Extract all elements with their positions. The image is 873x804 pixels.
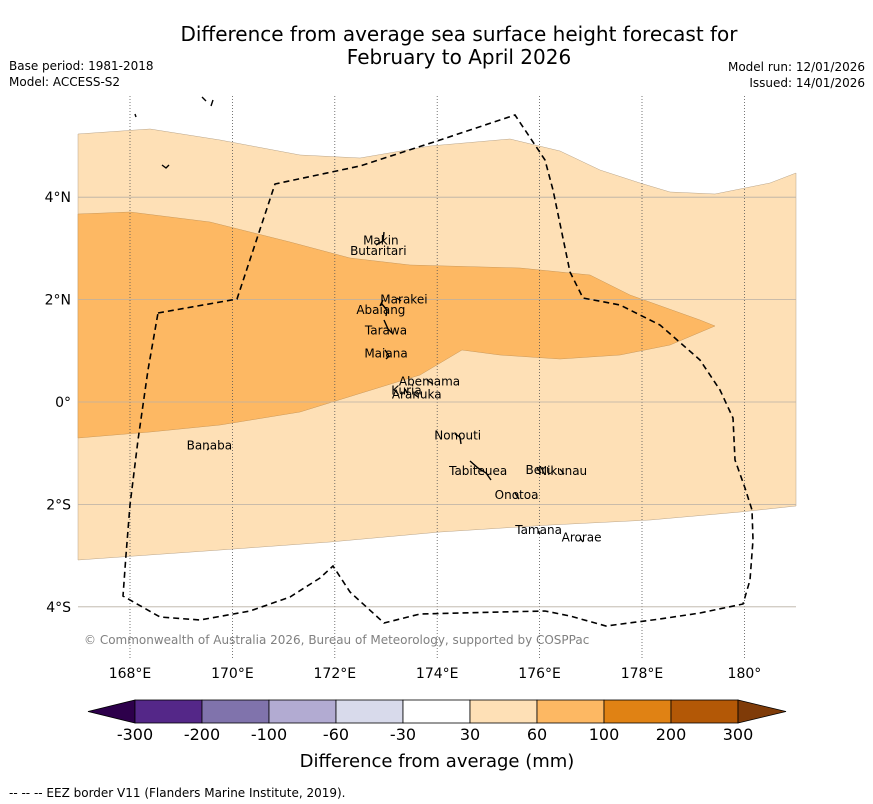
island-label: Banaba — [187, 439, 233, 453]
lat-tick-label: 4°N — [45, 190, 71, 206]
title-line-2: February to April 2026 — [347, 45, 571, 69]
island-label: Kuria — [391, 384, 422, 398]
colorbar: -300 -200 -100 -60 -30 30 60 100 200 300 — [87, 699, 787, 744]
island-label: Beru — [526, 463, 554, 477]
lat-tick-label: 2°N — [45, 293, 71, 309]
lon-tick-label: 172°E — [314, 666, 357, 682]
island-label: Arorae — [562, 531, 602, 545]
lon-tick-label: 176°E — [518, 666, 561, 682]
colorbar-tick-label: 100 — [589, 725, 620, 744]
colorbar-tick-label: 200 — [656, 725, 687, 744]
island-label: Nonouti — [434, 428, 481, 442]
colorbar-tick-label: -200 — [184, 725, 220, 744]
latitude-labels: 4°N 2°N 0° 2°S 4°S — [45, 190, 72, 616]
island-label: Maiana — [364, 346, 407, 360]
colorbar-segment — [268, 699, 337, 724]
colorbar-label: Difference from average (mm) — [300, 751, 575, 772]
colorbar-segment — [670, 699, 739, 724]
island-label: Nikunau — [538, 464, 587, 478]
anomaly-region-60-100 — [77, 211, 716, 439]
lon-tick-label: 168°E — [109, 666, 152, 682]
lon-tick-label: 178°E — [621, 666, 664, 682]
base-period: Base period: 1981-2018 — [9, 59, 154, 73]
island-label: Tamana — [514, 523, 562, 537]
title-line-1: Difference from average sea surface heig… — [180, 22, 738, 46]
model-name: Model: ACCESS-S2 — [9, 75, 120, 89]
island-label: Abemama — [399, 375, 460, 389]
colorbar-segment — [469, 699, 538, 724]
colorbar-tick-label: 30 — [460, 725, 480, 744]
colorbar-tick-label: -100 — [251, 725, 287, 744]
issued-date: Issued: 14/01/2026 — [749, 76, 865, 90]
gridlines — [78, 96, 796, 660]
lon-tick-label: 170°E — [211, 666, 254, 682]
coastline-marks — [134, 96, 584, 543]
island-label: Abaiang — [356, 303, 405, 317]
colorbar-segment — [201, 699, 270, 724]
eez-legend: -- -- -- EEZ border V11 (Flanders Marine… — [9, 786, 346, 800]
island-label: Aranuka — [392, 387, 442, 401]
longitude-labels: 168°E 170°E 172°E 174°E 176°E 178°E 180° — [109, 666, 762, 682]
colorbar-tick-label: -300 — [117, 725, 153, 744]
colorbar-tick-label: 300 — [723, 725, 754, 744]
colorbar-segment — [134, 699, 203, 724]
copyright-text: © Commonwealth of Australia 2026, Bureau… — [84, 633, 589, 647]
colorbar-segment — [603, 699, 672, 724]
island-label: Tarawa — [364, 323, 407, 337]
lat-tick-label: 0° — [55, 395, 71, 411]
lat-tick-label: 4°S — [46, 600, 71, 616]
eez-border — [122, 114, 754, 627]
island-label: Butaritari — [350, 244, 407, 258]
colorbar-segment — [402, 699, 471, 724]
lon-tick-label: 180° — [728, 666, 762, 682]
colorbar-tick-label: -30 — [390, 725, 416, 744]
lat-tick-label: 2°S — [46, 497, 71, 513]
island-label: Onotoa — [495, 488, 539, 502]
colorbar-segment — [335, 699, 404, 724]
island-label: Makin — [363, 234, 399, 248]
colorbar-tick-label: -60 — [323, 725, 349, 744]
colorbar-extend-high — [737, 699, 787, 724]
island-label: Tabiteuea — [448, 464, 507, 478]
lon-tick-label: 174°E — [416, 666, 459, 682]
model-run: Model run: 12/01/2026 — [728, 60, 865, 74]
island-label: Marakei — [380, 293, 427, 307]
colorbar-extend-low — [87, 699, 136, 724]
colorbar-tick-label: 60 — [527, 725, 547, 744]
colorbar-segment — [536, 699, 605, 724]
